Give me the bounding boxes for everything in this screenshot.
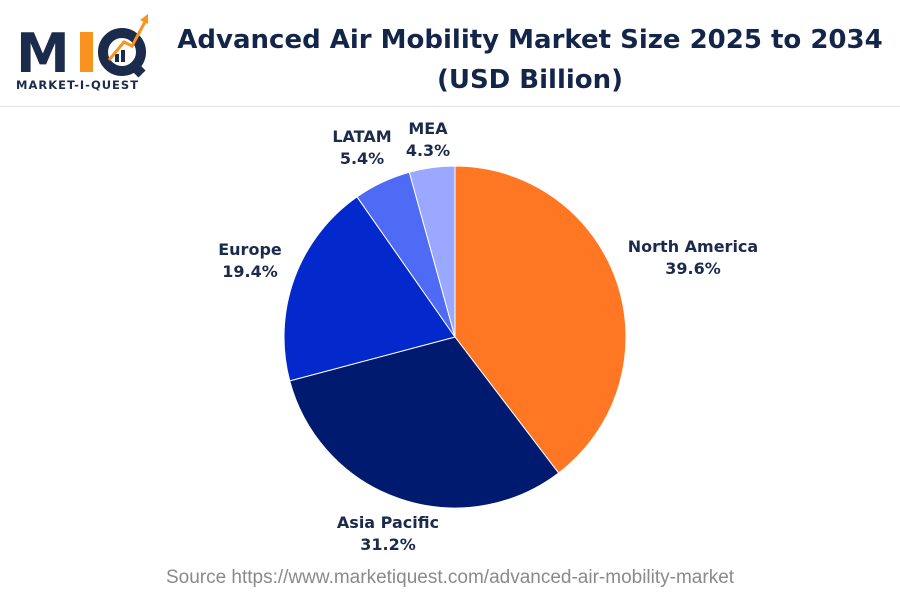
pie-slice-asia-pacific: [289, 336, 560, 509]
slice-value-label: 31.2%: [360, 535, 416, 554]
slice-label: Europe: [218, 240, 282, 259]
slice-label: MEA: [408, 119, 448, 138]
source-text: Source https://www.marketiquest.com/adva…: [165, 567, 735, 588]
slice-value-label: 19.4%: [222, 262, 278, 281]
pie-slice-mea: [408, 165, 456, 338]
chart-title: Advanced Air Mobility Market Size 2025 t…: [170, 20, 890, 100]
slice-label: Asia Pacific: [337, 513, 439, 532]
pie-slice-europe: [283, 196, 456, 382]
slice-value-label: 4.3%: [406, 141, 450, 160]
logo-subtitle: MARKET-I-QUEST: [16, 78, 140, 92]
logo: M: [14, 10, 164, 95]
title-line-1: Advanced Air Mobility Market Size 2025 t…: [177, 25, 883, 55]
slice-label: North America: [628, 237, 758, 256]
slice-label: LATAM: [332, 127, 391, 146]
header-divider: [0, 106, 900, 107]
svg-text:M: M: [16, 22, 70, 85]
pie-slice-north-america: [454, 165, 627, 474]
slice-value-label: 39.6%: [665, 259, 721, 278]
title-line-2: (USD Billion): [436, 65, 624, 95]
slice-value-label: 5.4%: [340, 149, 384, 168]
